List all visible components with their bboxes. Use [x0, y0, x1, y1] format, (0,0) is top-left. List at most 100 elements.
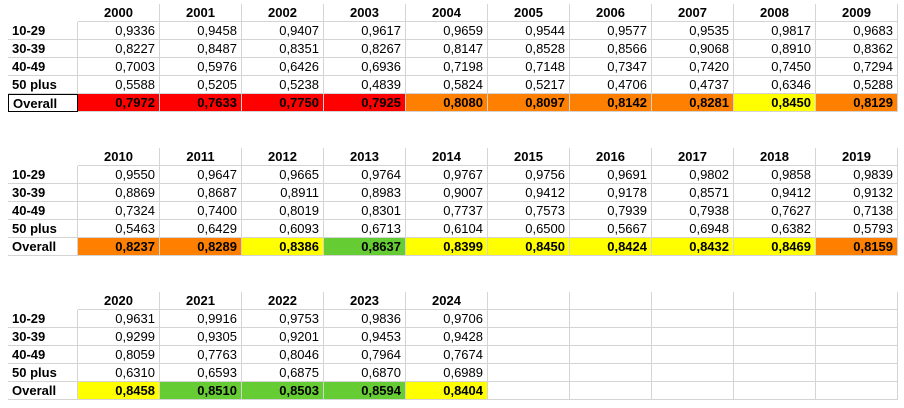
- empty-cell[interactable]: [652, 382, 734, 400]
- value-cell[interactable]: 0,5217: [488, 76, 570, 94]
- value-cell[interactable]: 0,7420: [652, 58, 734, 76]
- overall-row-label[interactable]: Overall: [8, 94, 78, 112]
- value-cell[interactable]: 0,9764: [324, 166, 406, 184]
- value-cell[interactable]: 0,8227: [78, 40, 160, 58]
- value-cell[interactable]: 0,5793: [816, 220, 898, 238]
- value-cell[interactable]: 0,7763: [160, 346, 242, 364]
- empty-cell[interactable]: [652, 292, 734, 310]
- year-header-cell[interactable]: 2007: [652, 4, 734, 22]
- value-cell[interactable]: 0,6875: [242, 364, 324, 382]
- year-header-cell[interactable]: 2016: [570, 148, 652, 166]
- value-cell[interactable]: 0,9839: [816, 166, 898, 184]
- value-cell[interactable]: 0,8566: [570, 40, 652, 58]
- overall-row-label[interactable]: Overall: [8, 238, 78, 256]
- empty-cell[interactable]: [734, 292, 816, 310]
- value-cell[interactable]: 0,9007: [406, 184, 488, 202]
- overall-cell[interactable]: 0,8129: [816, 94, 898, 112]
- value-cell[interactable]: 0,5976: [160, 58, 242, 76]
- empty-cell[interactable]: [488, 382, 570, 400]
- overall-cell[interactable]: 0,8237: [78, 238, 160, 256]
- overall-cell[interactable]: 0,8458: [78, 382, 160, 400]
- empty-cell[interactable]: [652, 346, 734, 364]
- age-group-label[interactable]: 40-49: [8, 202, 78, 220]
- empty-cell[interactable]: [816, 328, 898, 346]
- empty-cell[interactable]: [652, 364, 734, 382]
- empty-cell[interactable]: [816, 364, 898, 382]
- overall-cell[interactable]: 0,8142: [570, 94, 652, 112]
- value-cell[interactable]: 0,9412: [734, 184, 816, 202]
- value-cell[interactable]: 0,7737: [406, 202, 488, 220]
- year-header-cell[interactable]: 2001: [160, 4, 242, 22]
- value-cell[interactable]: 0,8301: [324, 202, 406, 220]
- value-cell[interactable]: 0,7674: [406, 346, 488, 364]
- overall-cell[interactable]: 0,8289: [160, 238, 242, 256]
- age-group-label[interactable]: 40-49: [8, 346, 78, 364]
- value-cell[interactable]: 0,9458: [160, 22, 242, 40]
- value-cell[interactable]: 0,6713: [324, 220, 406, 238]
- age-group-label[interactable]: 50 plus: [8, 364, 78, 382]
- value-cell[interactable]: 0,7003: [78, 58, 160, 76]
- empty-cell[interactable]: [816, 346, 898, 364]
- value-cell[interactable]: 0,5238: [242, 76, 324, 94]
- overall-cell[interactable]: 0,8399: [406, 238, 488, 256]
- value-cell[interactable]: 0,9767: [406, 166, 488, 184]
- value-cell[interactable]: 0,5588: [78, 76, 160, 94]
- year-header-cell[interactable]: 2011: [160, 148, 242, 166]
- value-cell[interactable]: 0,9836: [324, 310, 406, 328]
- year-header-cell[interactable]: 2020: [78, 292, 160, 310]
- value-cell[interactable]: 0,9817: [734, 22, 816, 40]
- year-header-cell[interactable]: 2000: [78, 4, 160, 22]
- value-cell[interactable]: 0,5463: [78, 220, 160, 238]
- value-cell[interactable]: 0,8147: [406, 40, 488, 58]
- year-header-cell[interactable]: 2002: [242, 4, 324, 22]
- empty-cell[interactable]: [570, 364, 652, 382]
- overall-cell[interactable]: 0,8594: [324, 382, 406, 400]
- empty-cell[interactable]: [488, 364, 570, 382]
- value-cell[interactable]: 0,9577: [570, 22, 652, 40]
- value-cell[interactable]: 0,6426: [242, 58, 324, 76]
- value-cell[interactable]: 0,9407: [242, 22, 324, 40]
- empty-cell[interactable]: [570, 292, 652, 310]
- value-cell[interactable]: 0,6948: [652, 220, 734, 238]
- value-cell[interactable]: 0,5667: [570, 220, 652, 238]
- value-cell[interactable]: 0,9299: [78, 328, 160, 346]
- overall-cell[interactable]: 0,8450: [734, 94, 816, 112]
- value-cell[interactable]: 0,7400: [160, 202, 242, 220]
- age-group-label[interactable]: 30-39: [8, 184, 78, 202]
- overall-cell[interactable]: 0,8097: [488, 94, 570, 112]
- year-header-cell[interactable]: 2014: [406, 148, 488, 166]
- overall-cell[interactable]: 0,7633: [160, 94, 242, 112]
- value-cell[interactable]: 0,9691: [570, 166, 652, 184]
- empty-cell[interactable]: [570, 382, 652, 400]
- overall-cell[interactable]: 0,8503: [242, 382, 324, 400]
- age-group-label[interactable]: 10-29: [8, 166, 78, 184]
- value-cell[interactable]: 0,8267: [324, 40, 406, 58]
- empty-cell[interactable]: [816, 292, 898, 310]
- value-cell[interactable]: 0,8528: [488, 40, 570, 58]
- empty-cell[interactable]: [570, 310, 652, 328]
- empty-cell[interactable]: [488, 292, 570, 310]
- value-cell[interactable]: 0,9706: [406, 310, 488, 328]
- empty-cell[interactable]: [488, 346, 570, 364]
- value-cell[interactable]: 0,8910: [734, 40, 816, 58]
- value-cell[interactable]: 0,7938: [652, 202, 734, 220]
- overall-cell[interactable]: 0,8432: [652, 238, 734, 256]
- value-cell[interactable]: 0,8059: [78, 346, 160, 364]
- year-header-cell[interactable]: 2006: [570, 4, 652, 22]
- year-header-cell[interactable]: 2023: [324, 292, 406, 310]
- age-group-label[interactable]: 10-29: [8, 22, 78, 40]
- overall-cell[interactable]: 0,8510: [160, 382, 242, 400]
- value-cell[interactable]: 0,8046: [242, 346, 324, 364]
- value-cell[interactable]: 0,7324: [78, 202, 160, 220]
- value-cell[interactable]: 0,9132: [816, 184, 898, 202]
- age-group-label[interactable]: 30-39: [8, 40, 78, 58]
- year-header-cell[interactable]: 2008: [734, 4, 816, 22]
- value-cell[interactable]: 0,8571: [652, 184, 734, 202]
- year-header-cell[interactable]: 2024: [406, 292, 488, 310]
- empty-cell[interactable]: [734, 346, 816, 364]
- value-cell[interactable]: 0,5288: [816, 76, 898, 94]
- value-cell[interactable]: 0,9453: [324, 328, 406, 346]
- value-cell[interactable]: 0,8869: [78, 184, 160, 202]
- value-cell[interactable]: 0,8687: [160, 184, 242, 202]
- value-cell[interactable]: 0,7939: [570, 202, 652, 220]
